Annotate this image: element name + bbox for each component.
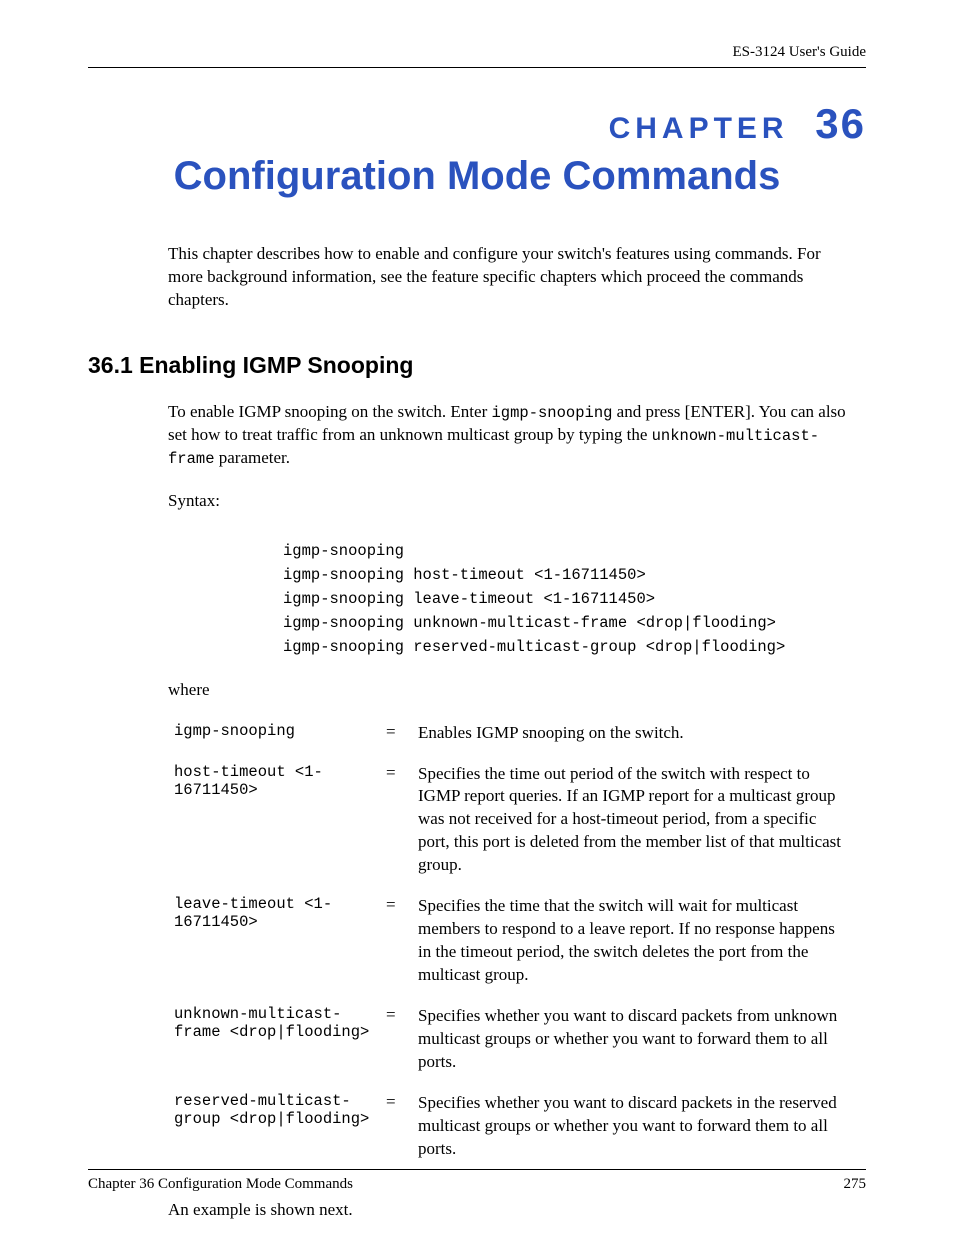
param-table: igmp-snooping = Enables IGMP snooping on… [168,716,856,1173]
section-para-1: To enable IGMP snooping on the switch. E… [168,401,856,470]
syntax-block: igmp-snooping igmp-snooping host-timeout… [283,539,866,659]
header-doc-title: ES-3124 User's Guide [88,44,866,61]
page: ES-3124 User's Guide CHAPTER 36 Configur… [0,0,954,1235]
header-rule [88,67,866,68]
param-desc: Enables IGMP snooping on the switch. [412,716,856,757]
closing-text: An example is shown next. [168,1199,856,1222]
param-desc: Specifies whether you want to discard pa… [412,1086,856,1173]
param-cmd: igmp-snooping [168,716,380,757]
param-cmd: unknown-multicast-frame <drop|flooding> [168,999,380,1086]
para1-code1: igmp-snooping [492,404,613,422]
table-row: reserved-multicast-group <drop|flooding>… [168,1086,856,1173]
param-cmd: reserved-multicast-group <drop|flooding> [168,1086,380,1173]
table-row: leave-timeout <1-16711450> = Specifies t… [168,889,856,999]
chapter-label-num: 36 [815,100,866,147]
param-eq: = [380,716,412,757]
param-desc: Specifies whether you want to discard pa… [412,999,856,1086]
table-row: igmp-snooping = Enables IGMP snooping on… [168,716,856,757]
footer-right: 275 [844,1176,867,1193]
param-eq: = [380,999,412,1086]
footer-rule [88,1169,866,1170]
param-eq: = [380,757,412,890]
chapter-label-space [802,112,815,145]
footer: Chapter 36 Configuration Mode Commands 2… [88,1169,866,1193]
where-label: where [168,679,856,702]
chapter-label: CHAPTER 36 [88,100,866,148]
param-desc: Specifies the time that the switch will … [412,889,856,999]
table-row: unknown-multicast-frame <drop|flooding> … [168,999,856,1086]
chapter-label-word: CHAPTER [609,112,789,145]
param-desc: Specifies the time out period of the swi… [412,757,856,890]
syntax-label: Syntax: [168,490,856,513]
para1-a: To enable IGMP snooping on the switch. E… [168,402,492,421]
para1-c: parameter. [215,448,291,467]
table-row: host-timeout <1-16711450> = Specifies th… [168,757,856,890]
chapter-intro: This chapter describes how to enable and… [168,243,856,312]
param-cmd: host-timeout <1-16711450> [168,757,380,890]
footer-left: Chapter 36 Configuration Mode Commands [88,1176,353,1193]
param-eq: = [380,1086,412,1173]
section-heading: 36.1 Enabling IGMP Snooping [88,352,866,379]
footer-row: Chapter 36 Configuration Mode Commands 2… [88,1176,866,1193]
param-cmd: leave-timeout <1-16711450> [168,889,380,999]
chapter-title: Configuration Mode Commands [88,154,866,199]
param-eq: = [380,889,412,999]
